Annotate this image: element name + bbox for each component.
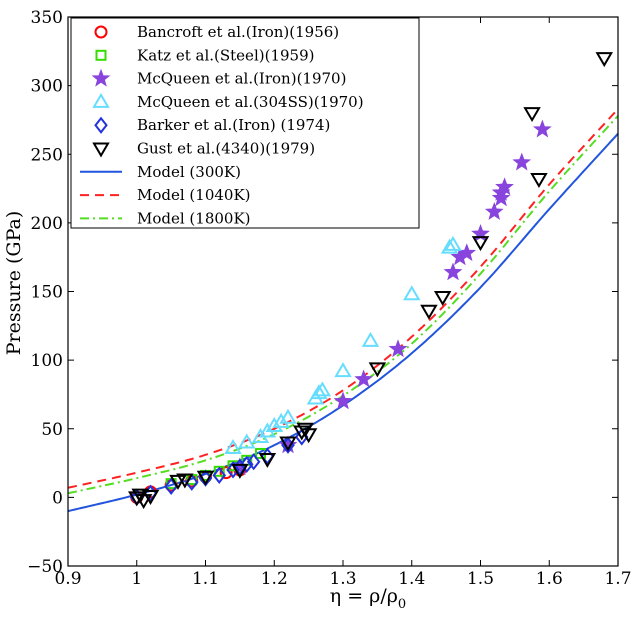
data-point: [279, 408, 297, 424]
axis-ticks: 0.9 1 1.1 1.2 1.3 1.4 1.5 1.6 1.7 −50 0 50 100 150 200…: [27, 8, 631, 589]
data-point: [134, 494, 153, 510]
legend-marker: [95, 49, 107, 61]
data-point: [226, 461, 240, 479]
x-tick-label: 1: [131, 569, 142, 589]
data-point: [176, 473, 194, 489]
data-point: [141, 490, 160, 505]
data-points: [128, 52, 613, 510]
y-tick-label: 0: [52, 488, 63, 508]
data-point: [333, 391, 353, 410]
data-point: [279, 436, 297, 452]
data-point: [196, 470, 215, 486]
x-tick-label: 1.7: [604, 569, 631, 589]
legend-marker: [94, 116, 108, 134]
data-point: [530, 172, 548, 188]
x-tick-label: 1.3: [329, 569, 356, 589]
x-tick-label: 1.2: [261, 569, 288, 589]
data-point: [219, 466, 233, 480]
x-axis-label-main: η = ρ/ρ: [330, 585, 398, 607]
x-tick-label: 1.5: [467, 569, 494, 589]
legend-marker: [91, 68, 111, 87]
x-tick-label: 1.4: [398, 569, 425, 589]
data-point: [246, 453, 261, 471]
data-point: [495, 177, 514, 196]
x-tick-label: 0.9: [54, 569, 81, 589]
data-point: [354, 369, 374, 388]
data-point: [471, 236, 490, 252]
legend-label: Model (1040K): [137, 186, 251, 204]
data-point: [334, 362, 352, 378]
legend-label: McQueen et al.(Iron)(1970): [137, 70, 346, 88]
data-point: [212, 466, 227, 485]
data-point: [440, 238, 459, 254]
legend-items: Bancroft et al.(Iron)(1956) Katz et al.(S…: [80, 23, 364, 227]
y-tick-label: 50: [41, 420, 63, 440]
legend-label: Model (300K): [137, 163, 241, 181]
data-point: [293, 425, 311, 441]
data-point: [231, 463, 249, 479]
data-point: [310, 384, 328, 400]
data-point: [313, 381, 332, 397]
data-point: [299, 428, 318, 444]
model-line: [67, 108, 619, 489]
data-point: [239, 455, 254, 474]
legend-label: McQueen et al.(304SS)(1970): [137, 93, 364, 111]
data-point: [484, 202, 504, 220]
legend-marker: [92, 92, 110, 108]
legend-marker: [92, 142, 110, 158]
y-tick-label: 200: [31, 214, 63, 234]
legend-label: Bancroft et al.(Iron)(1956): [137, 23, 339, 41]
data-point: [595, 52, 613, 68]
y-tick-label: 150: [31, 283, 63, 303]
legend-label: Gust et al.(4340)(1979): [137, 140, 315, 158]
data-point: [128, 491, 146, 507]
data-point: [265, 417, 283, 433]
data-point: [272, 412, 290, 428]
data-point: [532, 119, 552, 138]
data-point: [433, 290, 452, 306]
y-tick-label: 300: [31, 77, 63, 97]
y-tick-label: 350: [31, 8, 63, 28]
data-point: [224, 438, 242, 454]
x-tick-label: 1.1: [192, 569, 219, 589]
data-point: [491, 188, 511, 207]
data-point: [403, 285, 421, 301]
data-point: [444, 235, 462, 251]
y-tick-label: −50: [27, 557, 63, 577]
data-point: [258, 452, 277, 468]
data-point: [512, 152, 532, 171]
data-point: [523, 107, 541, 123]
legend-label: Katz et al.(Steel)(1959): [137, 46, 314, 64]
y-tick-label: 100: [31, 351, 63, 371]
x-axis-label-subscript: 0: [398, 597, 406, 612]
x-axis-label: η = ρ/ρ0: [330, 585, 406, 612]
data-point: [361, 331, 380, 347]
data-point: [443, 262, 463, 281]
legend: Bancroft et al.(Iron)(1956) Katz et al.(S…: [70, 17, 420, 229]
legend-box: [70, 17, 420, 229]
data-point: [238, 433, 256, 449]
data-point: [420, 304, 438, 320]
y-axis-label: Pressure (GPa): [3, 211, 25, 355]
legend-label: Model (1800K): [137, 209, 251, 227]
legend-marker: [94, 25, 108, 39]
legend-label: Barker et al.(Iron) (1974): [137, 116, 330, 134]
data-point: [368, 362, 387, 378]
data-point: [388, 339, 408, 358]
x-tick-label: 1.6: [536, 569, 563, 589]
y-tick-label: 250: [31, 145, 63, 165]
